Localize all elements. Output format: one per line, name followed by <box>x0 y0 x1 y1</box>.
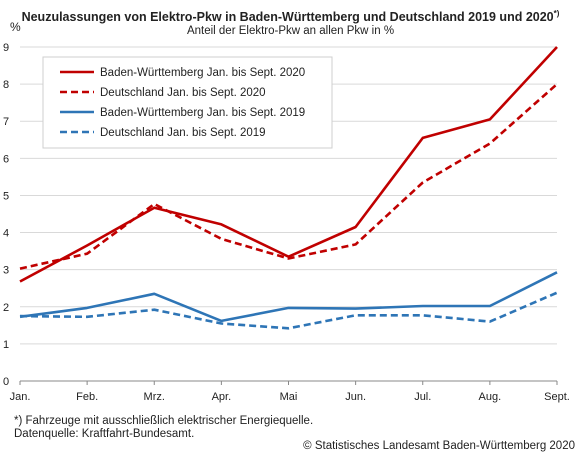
y-tick-label: 4 <box>3 228 9 240</box>
legend-label: Baden-Württemberg Jan. bis Sept. 2019 <box>100 107 305 119</box>
x-tick-label: Mai <box>280 391 298 403</box>
series-line-2 <box>19 83 558 270</box>
y-tick-label: 0 <box>3 376 9 388</box>
x-tick-label: Mrz. <box>144 391 165 403</box>
y-tick-label: 3 <box>3 265 9 277</box>
y-axis-ticks: 0 1 2 3 4 5 6 7 8 9 <box>3 42 9 388</box>
y-tick-label: 9 <box>3 42 9 54</box>
x-tick-label: Apr. <box>212 391 232 403</box>
series-lines <box>19 46 558 330</box>
series-line-1 <box>19 46 558 283</box>
y-axis-unit: % <box>10 20 21 34</box>
x-tick-label: Jul. <box>414 391 431 403</box>
chart-subtitle: Anteil der Elektro-Pkw an allen Pkw in % <box>186 25 395 38</box>
x-tick-label: Feb. <box>76 391 98 403</box>
chart-title: Neuzulassungen von Elektro-Pkw in Baden-… <box>21 9 560 25</box>
legend-label: Deutschland Jan. bis Sept. 2020 <box>100 87 266 99</box>
chart-header: Neuzulassungen von Elektro-Pkw in Baden-… <box>0 7 581 38</box>
y-tick-label: 6 <box>3 153 9 165</box>
y-tick-label: 8 <box>3 79 9 91</box>
x-tick-label: Sept. <box>544 391 570 403</box>
x-tick-label: Jun. <box>345 391 366 403</box>
legend-label: Deutschland Jan. bis Sept. 2019 <box>100 127 266 139</box>
y-tick-label: 7 <box>3 116 9 128</box>
x-tick-label: Jan. <box>10 391 31 403</box>
footnote: *) Fahrzeuge mit ausschließlich elektris… <box>14 415 313 441</box>
legend: Baden-Württemberg Jan. bis Sept. 2020 Deu… <box>42 56 333 149</box>
series-line-3 <box>19 271 558 323</box>
copyright: © Statistisches Landesamt Baden-Württemb… <box>303 440 575 452</box>
x-tick-label: Aug. <box>479 391 502 403</box>
footnote-source: Datenquelle: Kraftfahrt-Bundesamt. <box>14 428 195 440</box>
x-axis-ticks: Jan. Feb. Mrz. Apr. Mai Jun. Jul. Aug. Sept. <box>10 381 570 403</box>
y-tick-label: 2 <box>3 302 9 314</box>
title-footnote-marker: *) <box>553 9 560 18</box>
footnote-definition: *) Fahrzeuge mit ausschließlich elektris… <box>14 415 314 427</box>
legend-label: Baden-Württemberg Jan. bis Sept. 2020 <box>100 67 305 79</box>
series-line-4 <box>19 291 558 330</box>
y-tick-label: 1 <box>3 339 9 351</box>
y-tick-label: 5 <box>3 190 9 202</box>
